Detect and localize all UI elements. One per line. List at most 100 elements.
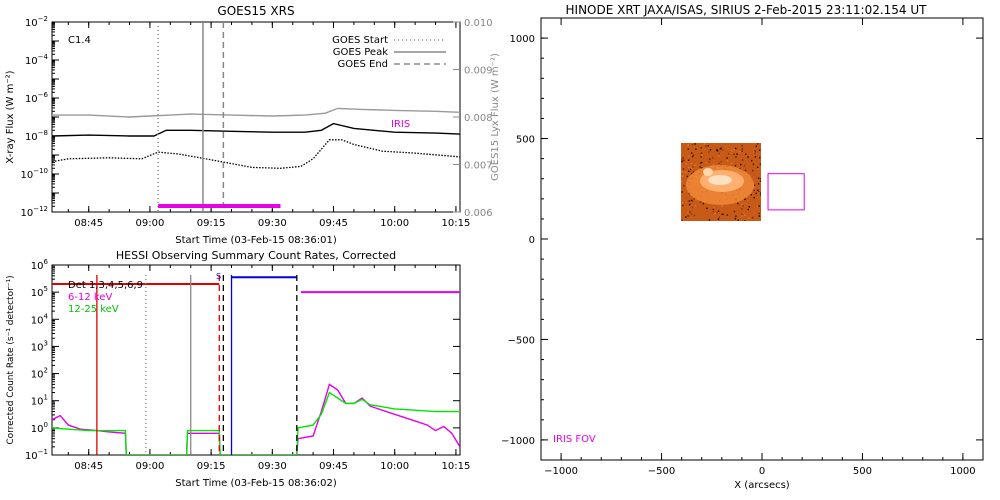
noise-pixel <box>751 216 754 219</box>
noise-pixel <box>692 154 694 156</box>
noise-pixel <box>737 219 739 221</box>
goes-plot-frame <box>51 21 461 213</box>
noise-pixel <box>741 208 743 210</box>
goes-x-axis-label: Start Time (03-Feb-15 08:36:01) <box>175 235 337 246</box>
noise-pixel <box>757 168 759 170</box>
noise-pixel <box>734 164 737 167</box>
xrt-plot-frame <box>540 17 984 461</box>
noise-pixel <box>756 205 759 208</box>
noise-pixel <box>717 218 720 220</box>
noise-pixel <box>744 214 746 216</box>
noise-pixel <box>690 213 693 215</box>
noise-pixel <box>681 171 684 173</box>
noise-pixel <box>716 211 718 214</box>
noise-pixel <box>716 148 718 151</box>
noise-pixel <box>760 209 761 211</box>
noise-pixel <box>692 166 694 168</box>
noise-pixel <box>735 215 737 217</box>
x-tick-label: 09:45 <box>319 461 348 472</box>
noise-pixel <box>750 159 753 162</box>
xrt-axis-ticks <box>541 18 983 460</box>
hessi-legend-12-25: 12-25 keV <box>68 304 119 315</box>
hessi-axis-ticks <box>52 264 460 456</box>
noise-pixel <box>730 162 733 165</box>
noise-pixel <box>700 156 702 158</box>
noise-pixel <box>741 213 743 216</box>
noise-pixel <box>717 210 720 212</box>
y-tick-label: 10−12 <box>20 205 48 219</box>
y-tick-label: 10−8 <box>25 129 48 143</box>
noise-pixel <box>688 170 690 172</box>
noise-pixel <box>699 162 702 164</box>
y2-tick-label: 0.010 <box>464 18 493 29</box>
y2-tick-label: 0.006 <box>464 208 493 219</box>
noise-pixel <box>753 196 755 199</box>
noise-pixel <box>691 144 694 146</box>
noise-pixel <box>692 171 695 173</box>
hessi-x-axis-label: Start Time (03-Feb-15 08:36:02) <box>175 478 337 489</box>
noise-pixel <box>759 163 761 166</box>
goes-iris-label: IRIS <box>391 119 410 130</box>
y-tick-label: 104 <box>31 312 49 326</box>
noise-pixel <box>736 153 738 155</box>
noise-pixel <box>705 161 708 164</box>
noise-pixel <box>758 149 761 151</box>
noise-pixel <box>754 150 756 152</box>
series-line-2 <box>52 139 460 169</box>
noise-pixel <box>757 177 760 179</box>
x-tick-label: 0 <box>759 466 765 477</box>
noise-pixel <box>700 147 702 149</box>
noise-pixel <box>701 167 703 169</box>
noise-pixel <box>690 167 693 169</box>
hessi-event-lines <box>96 275 298 455</box>
noise-pixel <box>687 148 690 150</box>
noise-pixel <box>716 150 718 152</box>
noise-pixel <box>708 151 710 153</box>
noise-pixel <box>681 202 684 204</box>
hessi-series-group <box>52 383 460 455</box>
noise-pixel <box>718 152 720 155</box>
noise-pixel <box>712 164 715 166</box>
y-tick-label: −500 <box>508 335 535 346</box>
goes-y2-tick-labels: 0.006 0.007 0.008 0.009 0.010 <box>464 18 493 219</box>
xrt-title: HINODE XRT JAXA/ISAS, SIRIUS 2-Feb-2015 … <box>566 3 928 17</box>
y2-tick-label: 0.007 <box>464 161 493 172</box>
series-line-0 <box>52 107 460 118</box>
noise-pixel <box>685 163 687 165</box>
noise-pixel <box>681 175 684 177</box>
noise-pixel <box>694 143 696 145</box>
noise-pixel <box>691 199 693 202</box>
x-tick-label: 09:15 <box>197 461 226 472</box>
noise-pixel <box>700 161 703 164</box>
goes-title: GOES15 XRS <box>217 4 294 18</box>
noise-pixel <box>744 198 746 201</box>
noise-pixel <box>741 144 743 147</box>
series-line-0 <box>52 383 460 455</box>
y-tick-label: 10−2 <box>25 15 48 29</box>
noise-pixel <box>721 149 724 151</box>
noise-pixel <box>708 219 711 221</box>
xrt-bright-spot <box>703 168 713 176</box>
noise-pixel <box>720 213 723 216</box>
iris-fov-box <box>767 173 805 211</box>
noise-pixel <box>726 214 729 216</box>
noise-pixel <box>752 163 755 166</box>
noise-pixel <box>690 152 693 154</box>
noise-pixel <box>753 186 755 188</box>
legend-goes-start-label: GOES Start <box>332 35 388 46</box>
y-tick-label: 0 <box>529 235 535 246</box>
x-tick-label: 10:15 <box>442 461 471 472</box>
noise-pixel <box>757 183 760 185</box>
noise-pixel <box>703 143 706 145</box>
noise-pixel <box>689 211 691 213</box>
noise-pixel <box>756 189 759 191</box>
xrt-x-tick-labels: −1000 −500 0 500 1000 <box>544 466 975 477</box>
goes-y2-axis-label: GOES15 Lyx Flux (W m⁻²) <box>490 53 501 181</box>
noise-pixel <box>693 198 695 200</box>
noise-pixel <box>719 148 722 150</box>
x-tick-label: 08:45 <box>74 218 103 229</box>
noise-pixel <box>682 157 684 159</box>
noise-pixel <box>741 215 743 217</box>
iris-fov-label: IRIS FOV <box>553 434 596 445</box>
goes-axis-ticks <box>52 21 460 213</box>
